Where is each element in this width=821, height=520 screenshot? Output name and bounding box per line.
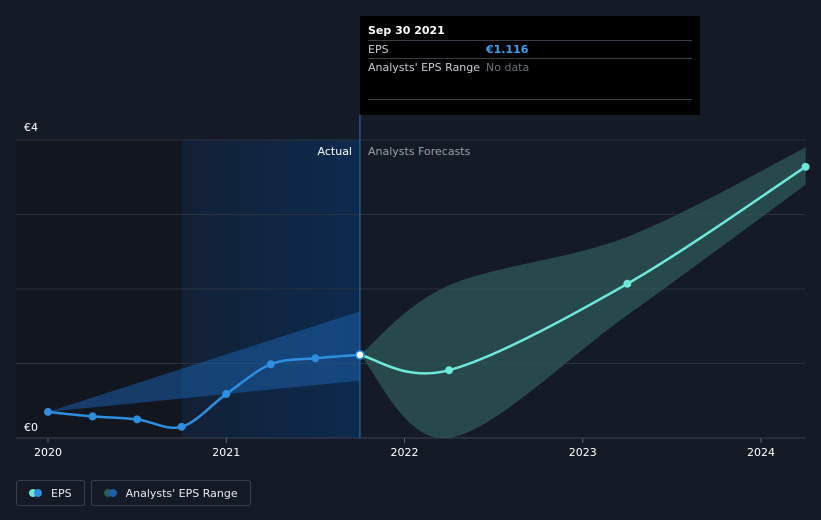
range-legend-icon (103, 489, 118, 497)
tooltip-eps-label: EPS (368, 43, 389, 56)
legend-range-toggle[interactable]: Analysts' EPS Range (90, 480, 251, 506)
eps-actual-point[interactable] (222, 390, 231, 399)
tooltip-eps-value: €1.116 (486, 43, 529, 56)
eps-actual-point[interactable] (355, 350, 365, 360)
forecast-region-label: Analysts Forecasts (368, 145, 471, 158)
legend-eps-toggle[interactable]: EPS (16, 480, 85, 506)
eps-tooltip: Sep 30 2021 EPS €1.116 Analysts' EPS Ran… (360, 16, 700, 115)
point-layer[interactable] (44, 162, 810, 431)
eps-forecast-point[interactable] (623, 279, 632, 288)
actual-eps-range-band (48, 311, 360, 412)
tooltip-eps-row: EPS €1.116 (368, 41, 692, 59)
eps-forecast-point[interactable] (445, 366, 454, 375)
actual-region-label: Actual (318, 145, 352, 158)
eps-actual-point[interactable] (133, 415, 142, 424)
eps-actual-point[interactable] (266, 360, 275, 369)
y-tick-label-top: €4 (24, 121, 38, 134)
legend-eps-label: EPS (51, 486, 72, 500)
x-tick-label-2022: 2022 (391, 446, 419, 459)
eps-actual-point[interactable] (311, 354, 320, 363)
y-tick-label-bottom: €0 (24, 421, 38, 434)
eps-forecast-point[interactable] (801, 162, 810, 171)
x-tick-label-2023: 2023 (569, 446, 597, 459)
text-layer: €4 €0 Actual Analysts Forecasts 2020 202… (24, 121, 775, 459)
eps-actual-point[interactable] (44, 407, 52, 416)
forecast-eps-range-band (359, 147, 806, 439)
x-tick-label-2024: 2024 (747, 446, 775, 459)
eps-forecast-line (359, 165, 807, 375)
eps-actual-point[interactable] (88, 412, 97, 421)
tooltip-date: Sep 30 2021 (368, 16, 692, 41)
eps-actual-point[interactable] (177, 422, 186, 431)
chart-legend: EPS Analysts' EPS Range (16, 480, 251, 506)
x-tick-label-2021: 2021 (212, 446, 240, 459)
x-tick-label-2020: 2020 (34, 446, 62, 459)
tooltip-range-label: Analysts' EPS Range (368, 61, 481, 74)
band-layer (48, 147, 806, 439)
eps-legend-icon (29, 489, 43, 497)
tooltip-range-value: No data (486, 61, 530, 74)
eps-chart: €4 €0 Actual Analysts Forecasts 2020 202… (16, 115, 810, 459)
legend-range-label: Analysts' EPS Range (125, 486, 238, 500)
tooltip-range-row: Analysts' EPS Range No data (368, 59, 692, 100)
